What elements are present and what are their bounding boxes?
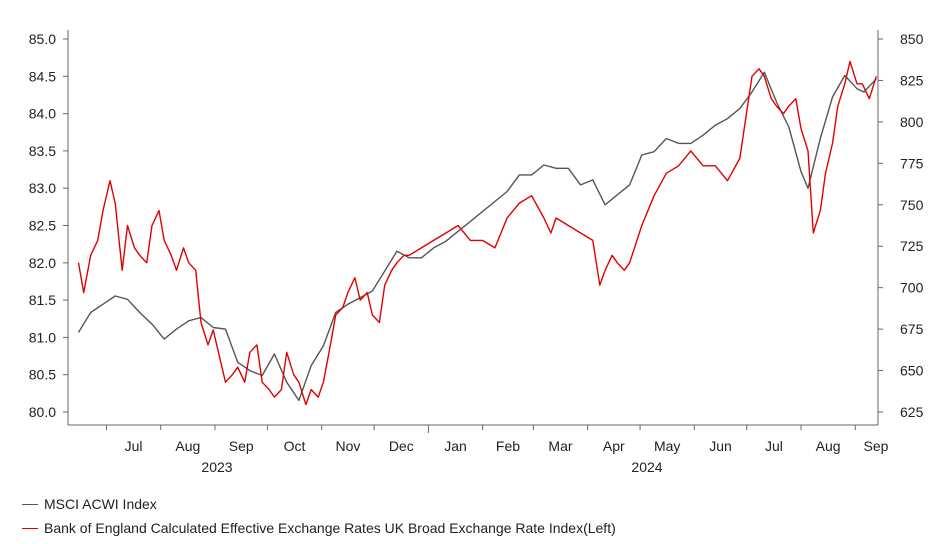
left-tick-label: 80.5	[29, 367, 56, 383]
legend-swatch-boe	[22, 527, 38, 529]
left-tick-label: 81.5	[29, 292, 56, 308]
right-tick-label: 725	[900, 238, 924, 254]
right-axis: 850 825 800 775 750 725 700 675 650 625	[878, 31, 924, 420]
x-tick-label: Feb	[496, 438, 520, 454]
series-layer	[77, 60, 877, 406]
x-tick-label: Aug	[816, 438, 841, 454]
left-tick-label: 82.0	[29, 255, 56, 271]
x-tick-label: Jul	[765, 438, 783, 454]
x-tick-label: Jun	[709, 438, 732, 454]
x-tick-label: Dec	[389, 438, 414, 454]
x-tick-label: Aug	[175, 438, 200, 454]
x-tick-label: Oct	[284, 438, 306, 454]
right-tick-label: 750	[900, 197, 924, 213]
left-tick-label: 81.0	[29, 329, 56, 345]
left-tick-label: 83.0	[29, 180, 56, 196]
legend-label-boe: Bank of England Calculated Effective Exc…	[44, 520, 616, 536]
left-tick-label: 84.0	[29, 106, 56, 122]
right-tick-label: 850	[900, 31, 924, 47]
legend-swatch-msci	[22, 503, 38, 505]
left-axis: 85.0 84.5 84.0 83.5 83.0 82.5 82.0 81.5 81.0 80.5…	[29, 31, 68, 420]
x-tick-label: Apr	[603, 438, 625, 454]
year-label: 2023	[201, 459, 232, 475]
right-tick-label: 700	[900, 280, 924, 296]
legend: MSCI ACWI Index Bank of England Calculat…	[22, 492, 616, 540]
right-tick-label: 800	[900, 114, 924, 130]
x-tick-label: Sep	[229, 438, 254, 454]
x-tick-label: Mar	[548, 438, 572, 454]
right-tick-label: 650	[900, 363, 924, 379]
right-tick-label: 675	[900, 321, 924, 337]
x-tick-label: May	[654, 438, 680, 454]
right-tick-label: 625	[900, 404, 924, 420]
right-tick-label: 775	[900, 155, 924, 171]
x-tick-label: Sep	[864, 438, 889, 454]
x-tick-label: Jul	[125, 438, 143, 454]
left-tick-label: 85.0	[29, 31, 56, 47]
series-line-msci	[77, 71, 877, 402]
x-tick-label: Nov	[335, 438, 360, 454]
left-tick-label: 83.5	[29, 143, 56, 159]
plot-frame	[67, 30, 879, 426]
legend-item-msci: MSCI ACWI Index	[22, 492, 616, 516]
legend-item-boe: Bank of England Calculated Effective Exc…	[22, 516, 616, 540]
x-axis: Jul Aug Sep Oct Nov Dec Jan Feb Mar Apr May Jun Jul A…	[105, 425, 889, 475]
x-tick-label: Jan	[444, 438, 467, 454]
left-tick-label: 84.5	[29, 68, 56, 84]
left-tick-label: 80.0	[29, 404, 56, 420]
left-tick-label: 82.5	[29, 218, 56, 234]
legend-label-msci: MSCI ACWI Index	[44, 496, 157, 512]
right-tick-label: 825	[900, 72, 924, 88]
series-line-boe	[77, 60, 877, 406]
year-label: 2024	[631, 459, 662, 475]
